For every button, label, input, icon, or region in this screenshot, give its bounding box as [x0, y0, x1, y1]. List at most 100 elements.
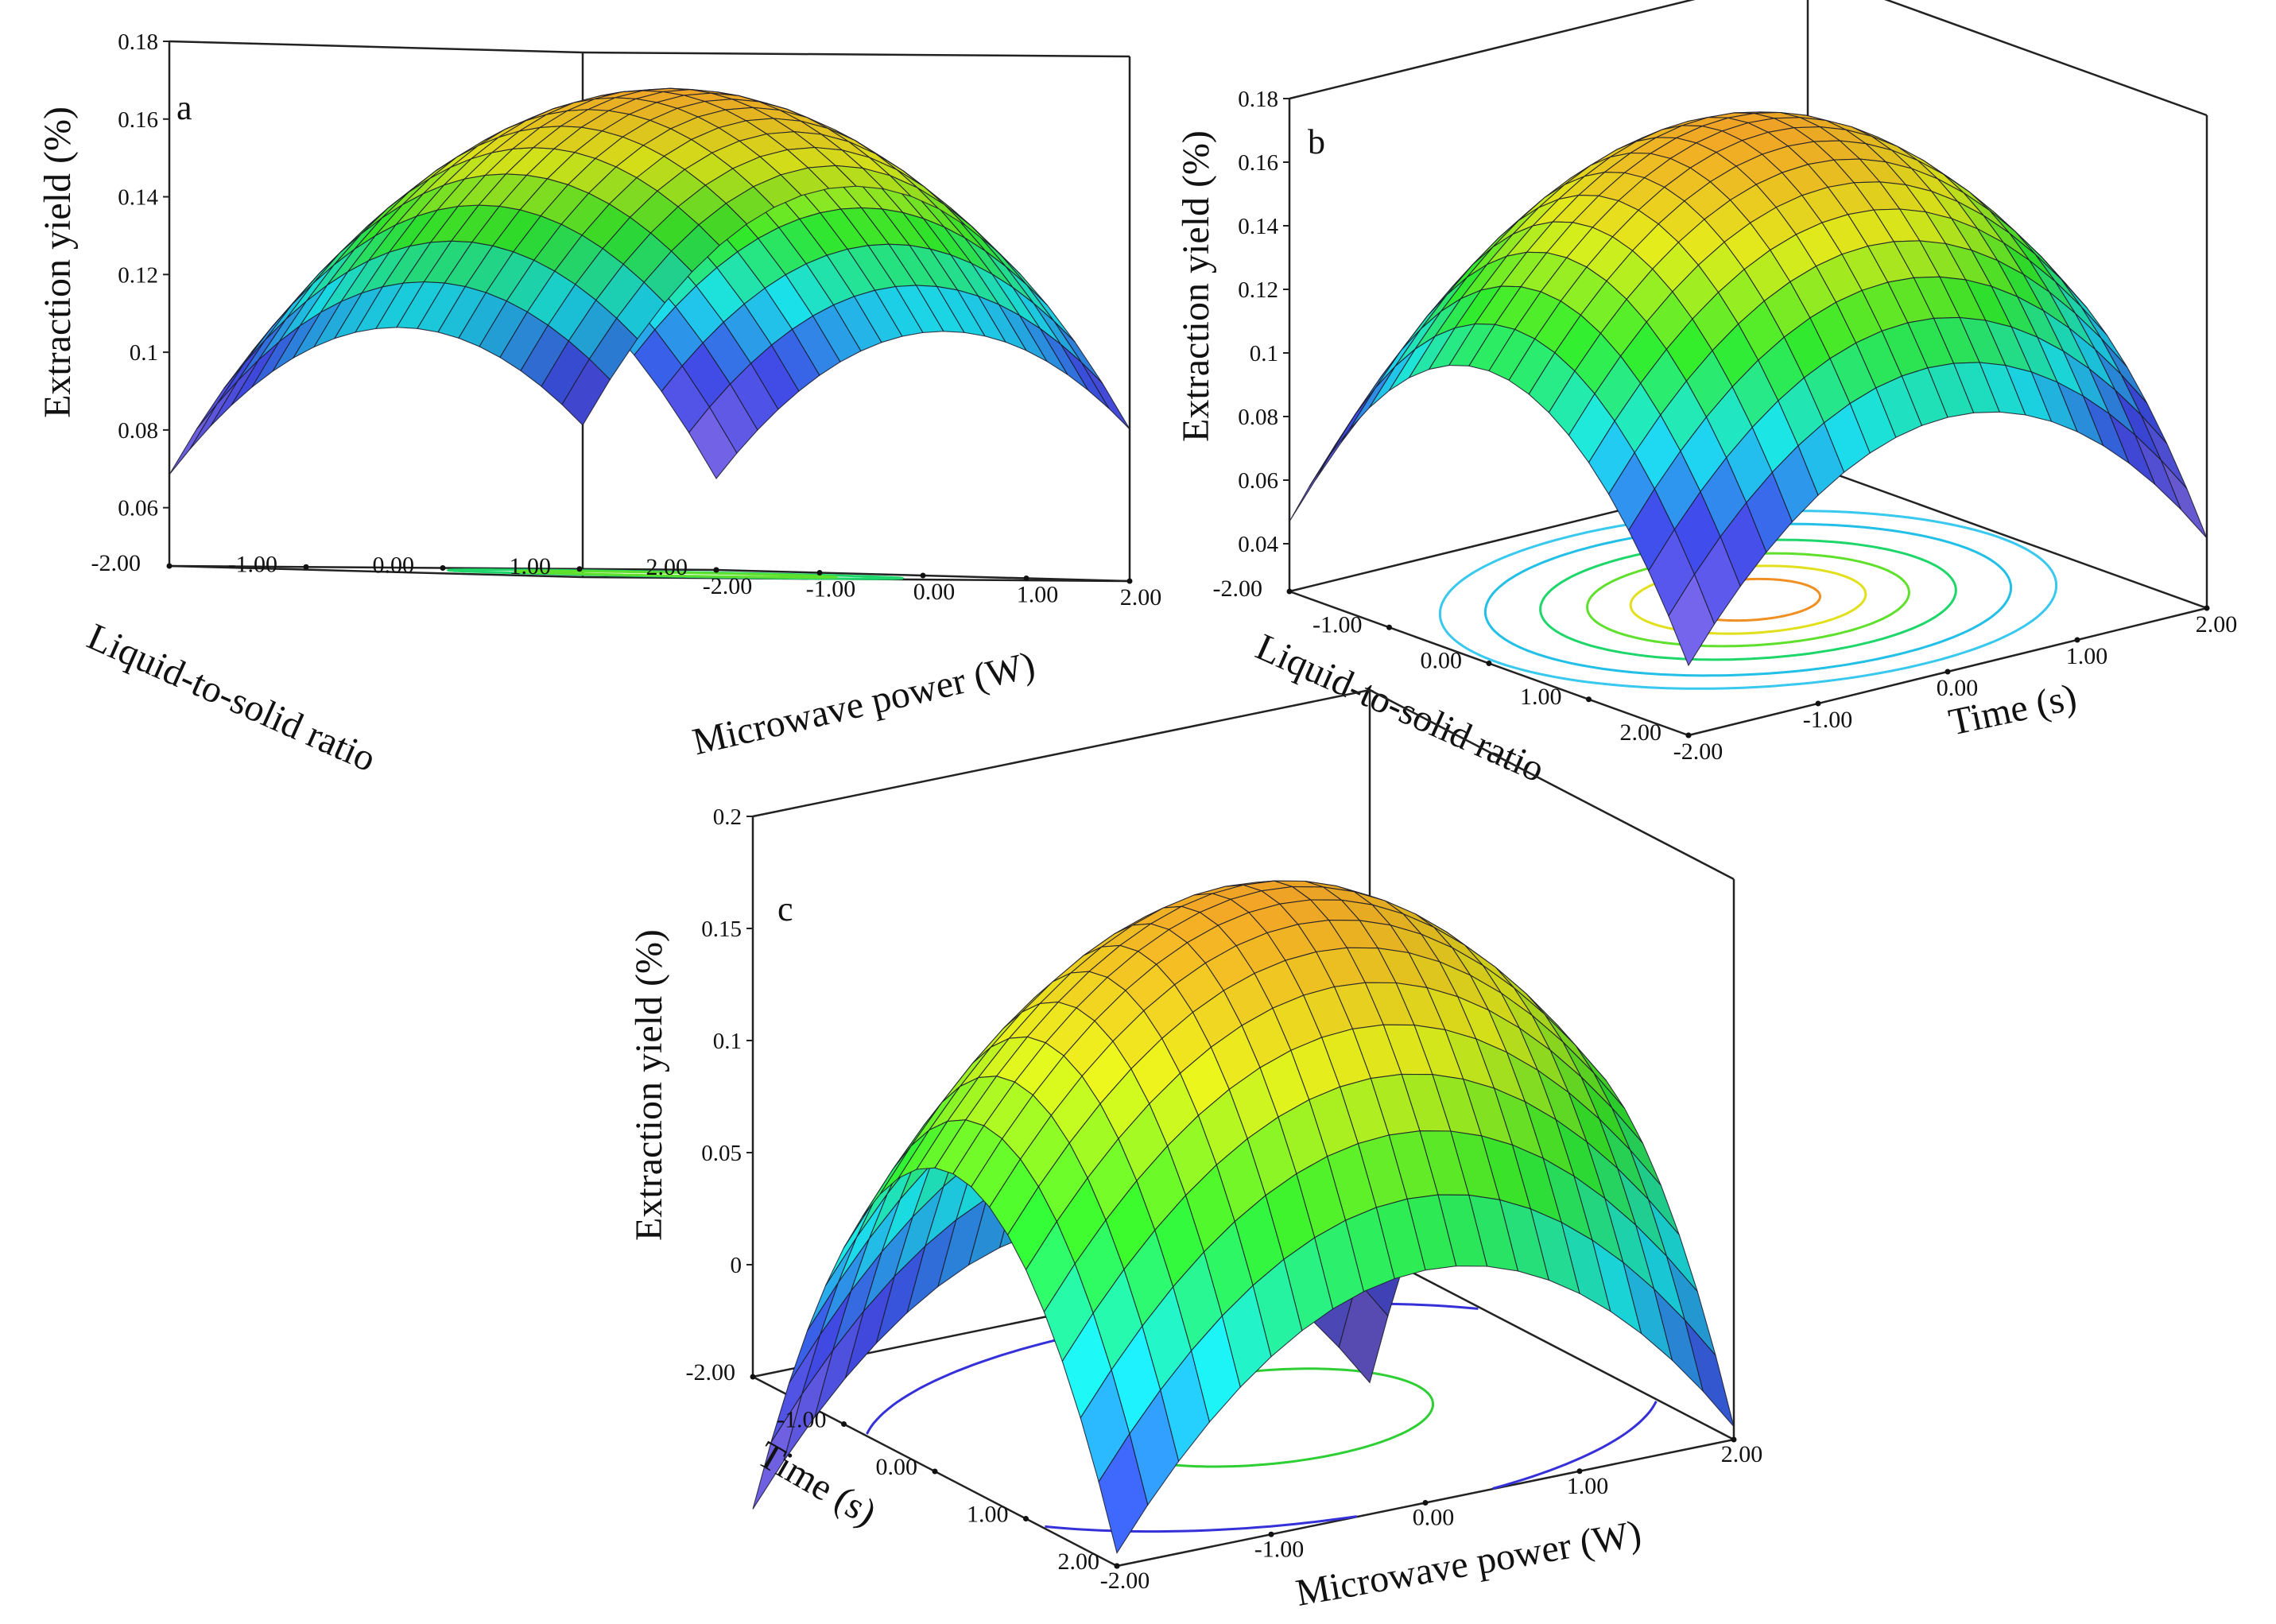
- x-tick-mark: [576, 566, 583, 572]
- y-tick-label: -2.00: [1100, 1568, 1150, 1594]
- x-axis-label: Time (s): [750, 1433, 883, 1534]
- z-tick-label: 0.08: [1238, 405, 1278, 430]
- x-tick-label: 1.00: [1520, 684, 1562, 710]
- x-tick-mark: [1486, 661, 1492, 666]
- y-tick-label: 2.00: [1721, 1441, 1763, 1467]
- panel-c: 00.050.10.150.2-2.00-1.000.001.002.00-2.…: [628, 688, 1763, 1614]
- contour-lines: [446, 568, 905, 580]
- z-tick-label: 0.16: [118, 107, 158, 133]
- x-axis: -2.00 -1.00 0.00 1.00 2.00: [686, 1359, 1120, 1575]
- x-tick-label: 2.00: [1058, 1548, 1100, 1575]
- y-tick-label: 0.00: [1413, 1505, 1455, 1531]
- x-tick-label: 0.00: [876, 1454, 918, 1480]
- y-tick-label: 1.00: [2066, 643, 2108, 669]
- axis-frame-line: [582, 51, 1130, 58]
- response-surface: [169, 87, 1130, 479]
- y-tick-label: -1.00: [1254, 1536, 1305, 1562]
- x-tick-label: -1.00: [777, 1407, 827, 1433]
- x-axis-label: Liquid-to-solid ratio: [81, 615, 382, 780]
- surface-cell: [169, 403, 218, 475]
- panel-letter: a: [176, 88, 192, 127]
- x-tick-label: -1.00: [228, 551, 278, 577]
- y-tick-label: 1.00: [1017, 582, 1059, 608]
- surface-cell: [1328, 387, 1376, 456]
- y-tick-mark: [816, 570, 823, 576]
- y-tick-mark: [713, 567, 719, 573]
- z-tick-label: 0: [731, 1253, 743, 1278]
- y-tick-label: 1.00: [1567, 1473, 1609, 1499]
- panel-b: 0.04 0.06 0.08 0.1 0.12 0.14 0.16 0.18 -2.00 -1.0…: [1175, 0, 2237, 790]
- x-tick-mark: [1386, 624, 1392, 630]
- contour-line: [1539, 538, 1957, 661]
- z-tick-label: 0.04: [1238, 532, 1278, 557]
- z-axis: 0.04 0.06 0.08 0.1 0.12 0.14 0.16 0.18: [1238, 87, 1289, 557]
- axis-frame-line: [1369, 1249, 1735, 1441]
- z-tick-label: 0.06: [118, 496, 158, 521]
- y-tick-mark: [2074, 637, 2080, 643]
- x-tick-label: 0.00: [373, 552, 415, 579]
- x-tick-mark: [166, 563, 173, 569]
- x-tick-mark: [1286, 588, 1293, 595]
- y-tick-mark: [1114, 1563, 1120, 1569]
- surface-cell: [189, 380, 238, 450]
- contour-line: [1045, 1515, 1358, 1533]
- z-tick-label: 0.14: [118, 185, 158, 211]
- contour-line: [513, 569, 839, 579]
- z-axis-label: Extraction yield (%): [37, 107, 79, 418]
- x-tick-label: -2.00: [91, 550, 142, 576]
- x-tick-label: 2.00: [1620, 719, 1662, 746]
- contour-line: [1492, 1401, 1658, 1490]
- z-tick-label: 0.06: [1238, 468, 1278, 494]
- response-surface: [1289, 111, 2208, 667]
- z-tick-label: 0.2: [713, 804, 742, 830]
- x-tick-mark: [750, 1374, 756, 1380]
- surface-cell: [2160, 459, 2208, 539]
- surface-cell: [1348, 366, 1396, 430]
- response-surface: [752, 880, 1735, 1555]
- axis-frame-line: [1884, 0, 2208, 117]
- z-axis: 0 0.05 0.1 0.15 0.2: [701, 804, 753, 1278]
- panel-letter: c: [777, 890, 793, 928]
- y-tick-mark: [1126, 578, 1133, 584]
- contour-line: [1438, 510, 2058, 690]
- x-tick-label: -2.00: [1213, 576, 1263, 602]
- z-tick-label: 0.15: [701, 917, 742, 942]
- z-axis-label: Extraction yield (%): [1175, 130, 1217, 442]
- axis-frame-line: [752, 688, 1371, 818]
- x-axis: -2.00 -1.00 0.00 1.00 2.00: [91, 550, 719, 580]
- z-axis: 0.06 0.08 0.1 0.12 0.14 0.16 0.18: [118, 29, 169, 521]
- y-tick-mark: [1422, 1500, 1429, 1506]
- y-tick-label: -2.00: [1673, 738, 1723, 765]
- z-tick-label: 0.1: [713, 1029, 742, 1054]
- y-tick-label: 0.00: [1937, 675, 1979, 701]
- z-tick-label: 0.12: [118, 262, 158, 288]
- y-tick-mark: [920, 572, 926, 579]
- x-tick-mark: [841, 1421, 847, 1427]
- x-tick-label: -1.00: [1312, 611, 1363, 638]
- y-tick-mark: [1023, 576, 1029, 581]
- z-tick-label: 0.1: [1250, 341, 1278, 366]
- y-axis-label: Microwave power (W): [1293, 1512, 1644, 1614]
- y-tick-label: 0.00: [913, 579, 956, 605]
- y-tick-label: -1.00: [1803, 707, 1853, 733]
- x-tick-mark: [1023, 1516, 1029, 1521]
- axis-frame-line: [1369, 688, 1735, 881]
- axis-frame-line: [1289, 0, 1696, 100]
- axis-frame-line: [1807, 463, 2208, 610]
- z-tick-label: 0.08: [118, 418, 158, 444]
- y-tick-label: -1.00: [806, 576, 856, 603]
- contour-line: [1483, 522, 2013, 677]
- axis-frame-line: [169, 40, 584, 54]
- surface-cell: [210, 359, 259, 427]
- y-axis: -2.00 -1.00 0.00 1.00 2.00: [703, 567, 1161, 610]
- z-axis-label: Extraction yield (%): [628, 929, 670, 1241]
- y-tick-mark: [1731, 1436, 1737, 1443]
- x-axis-label: Liquid-to-solid ratio: [1250, 626, 1550, 790]
- z-tick-label: 0.12: [1238, 277, 1278, 303]
- y-axis-label: Microwave power (W): [688, 644, 1038, 764]
- y-tick-mark: [1268, 1531, 1274, 1537]
- z-tick-label: 0.1: [130, 340, 158, 366]
- panel-letter: b: [1308, 122, 1325, 161]
- z-tick-label: 0.18: [118, 29, 158, 55]
